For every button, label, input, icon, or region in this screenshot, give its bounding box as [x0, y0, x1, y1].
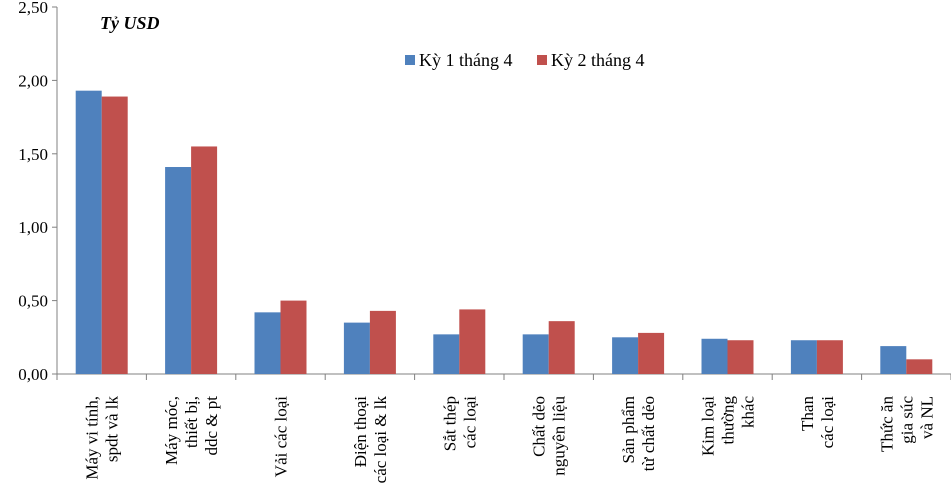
x-category-label: ddc & pt [202, 396, 221, 456]
y-unit-label: Tỷ USD [100, 13, 160, 33]
x-category-label: thiết bị, [182, 396, 201, 448]
bar-ky1 [880, 346, 907, 374]
x-category-label: các loại & lk [371, 396, 390, 484]
y-axis: 0,00 0,50 1,00 1,50 2,00 2,50 [18, 0, 58, 384]
y-tick-label: 1,00 [18, 218, 48, 237]
x-category-label: thường [719, 396, 738, 445]
x-category-label: Than [798, 396, 817, 431]
legend: Kỳ 1 tháng 4 Kỳ 2 tháng 4 [405, 50, 645, 70]
bar-ky1 [343, 322, 370, 374]
bar-ky2 [816, 340, 843, 374]
bar-ky1 [790, 340, 817, 374]
bar-ky2 [191, 146, 218, 374]
bar-ky2 [906, 359, 933, 374]
y-tick-label: 2,50 [18, 0, 48, 17]
bars [75, 90, 933, 375]
bar-ky1 [165, 167, 192, 374]
bar-ky2 [369, 310, 396, 374]
x-category-label: Sản phẩm [619, 396, 638, 464]
x-category-label: khác [739, 396, 758, 429]
x-category-label: Sắt thép [440, 396, 459, 451]
x-category-label: các loại [460, 396, 479, 449]
x-category-label: các loại [818, 396, 837, 449]
y-tick-label: 2,00 [18, 71, 48, 90]
legend-label: Kỳ 1 tháng 4 [419, 50, 513, 70]
x-category-label: Thức ăn [877, 396, 896, 452]
y-tick-label: 0,50 [18, 292, 48, 311]
x-category-label: Kim loại [699, 396, 718, 456]
x-category-label: nguyên liệu [550, 396, 569, 476]
x-category-label: spdt và lk [103, 396, 122, 463]
bar-ky1 [701, 338, 728, 374]
y-tick-label: 1,50 [18, 145, 48, 164]
x-category-label: Vải các loại [272, 396, 291, 477]
x-category-label: gia súc [897, 396, 916, 444]
bar-ky2 [548, 321, 575, 374]
x-category-label: Máy móc, [162, 396, 181, 465]
bar-ky1 [522, 334, 549, 374]
bar-ky2 [459, 309, 486, 374]
legend-swatch [537, 55, 547, 65]
bar-ky1 [75, 90, 102, 375]
legend-label: Kỳ 2 tháng 4 [551, 50, 645, 70]
y-tick-label: 0,00 [18, 365, 48, 384]
bar-ky1 [254, 312, 281, 374]
bar-ky2 [280, 300, 307, 374]
x-axis: Máy vi tính, spdt và lk Máy móc, thiết bị, d… [56, 373, 951, 484]
bar-ky2 [727, 340, 754, 374]
x-category-label: và NL [917, 396, 936, 439]
bar-ky1 [433, 334, 460, 374]
x-category-label: Chất dẻo [530, 396, 549, 457]
x-category-label: từ chất dẻo [639, 396, 658, 471]
bar-ky2 [101, 96, 128, 374]
x-category-label: Máy vi tính, [83, 396, 102, 480]
x-category-label: Điện thoại [351, 396, 370, 468]
bar-ky1 [612, 337, 639, 374]
legend-swatch [405, 55, 415, 65]
bar-ky2 [638, 332, 665, 374]
